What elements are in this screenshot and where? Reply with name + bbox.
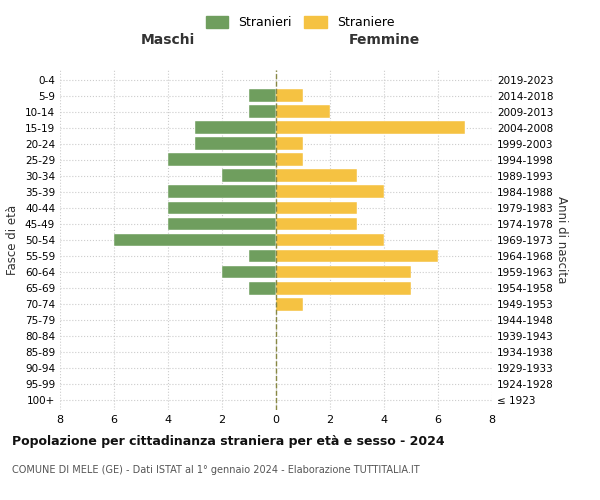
Bar [276,170,357,182]
Bar [276,298,303,310]
Text: Popolazione per cittadinanza straniera per età e sesso - 2024: Popolazione per cittadinanza straniera p… [12,435,445,448]
Bar [249,106,276,118]
Bar [249,89,276,102]
Bar [276,122,465,134]
Bar [168,202,276,214]
Bar [195,122,276,134]
Bar [168,154,276,166]
Bar [114,234,276,246]
Bar [168,218,276,230]
Bar [195,138,276,150]
Bar [276,234,384,246]
Bar [276,154,303,166]
Text: COMUNE DI MELE (GE) - Dati ISTAT al 1° gennaio 2024 - Elaborazione TUTTITALIA.IT: COMUNE DI MELE (GE) - Dati ISTAT al 1° g… [12,465,419,475]
Bar [276,89,303,102]
Bar [249,282,276,294]
Bar [222,266,276,278]
Text: Maschi: Maschi [141,34,195,48]
Y-axis label: Fasce di età: Fasce di età [7,205,19,275]
Bar [276,106,330,118]
Bar [276,250,438,262]
Bar [168,186,276,198]
Y-axis label: Anni di nascita: Anni di nascita [554,196,568,284]
Bar [222,170,276,182]
Text: Femmine: Femmine [349,34,419,48]
Bar [276,186,384,198]
Bar [276,202,357,214]
Bar [276,266,411,278]
Bar [276,218,357,230]
Bar [249,250,276,262]
Bar [276,138,303,150]
Bar [276,282,411,294]
Legend: Stranieri, Straniere: Stranieri, Straniere [201,11,399,34]
